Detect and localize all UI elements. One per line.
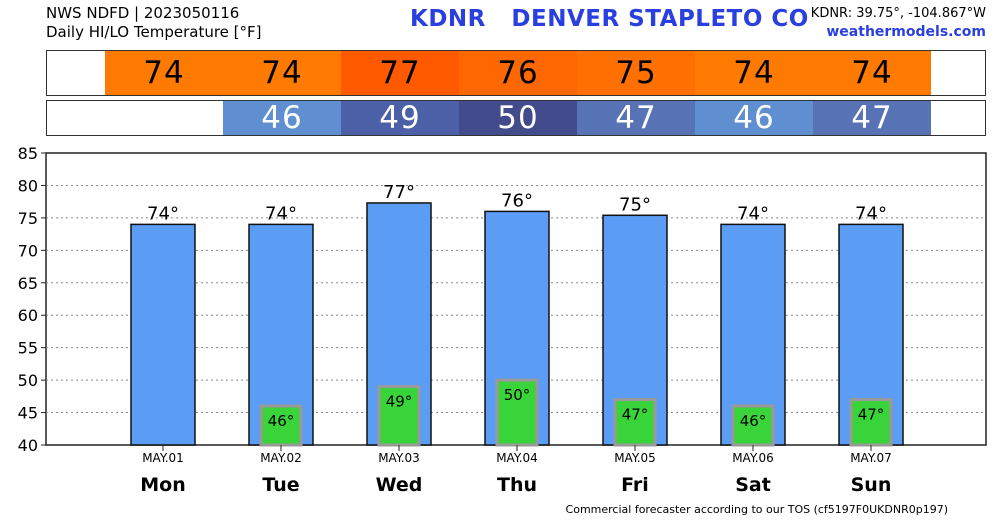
low-temp-strip: 46 49 50 47 46 47: [46, 100, 986, 136]
low-temp-cell: 46: [223, 100, 341, 136]
y-tick-label: 40: [18, 436, 38, 455]
day-label: Sat: [735, 474, 771, 496]
date-label: MAY.06: [732, 451, 774, 465]
y-tick-label: 80: [18, 176, 38, 195]
site-link[interactable]: weathermodels.com: [826, 24, 986, 40]
variable-label: Daily HI/LO Temperature [°F]: [46, 23, 262, 41]
low-temp-cell: 50: [459, 100, 577, 136]
date-label: MAY.04: [496, 451, 538, 465]
high-temp-label: 76°: [501, 190, 533, 211]
low-temp-bar: [731, 404, 775, 447]
low-temp-label: 46°: [740, 412, 767, 430]
station-coords: KDNR: 39.75°, -104.867°W: [810, 6, 986, 21]
y-tick-label: 70: [18, 241, 38, 260]
high-temp-cell: 74: [105, 51, 223, 95]
low-temp-cell: 47: [813, 100, 931, 136]
strip-padding: [47, 51, 105, 95]
high-temp-label: 77°: [383, 182, 415, 203]
date-label: MAY.03: [378, 451, 420, 465]
date-label: MAY.01: [142, 451, 184, 465]
strip-padding: [47, 101, 223, 135]
high-temp-cell: 74: [695, 51, 813, 95]
high-temp-label: 75°: [619, 194, 651, 215]
high-temp-cell: 75: [577, 51, 695, 95]
day-label: Fri: [621, 474, 649, 496]
high-temp-bar: [130, 223, 196, 446]
low-temp-cell: 49: [341, 100, 459, 136]
y-tick-label: 50: [18, 371, 38, 390]
y-tick-label: 85: [18, 144, 38, 163]
low-temp-bar: [495, 378, 539, 447]
high-temp-cell: 74: [223, 51, 341, 95]
header-right: KDNR: 39.75°, -104.867°W weathermodels.c…: [811, 4, 986, 42]
y-tick-label: 65: [18, 274, 38, 293]
y-tick-label: 60: [18, 306, 38, 325]
day-label: Thu: [497, 474, 537, 496]
high-temp-label: 74°: [147, 203, 179, 224]
day-label: Mon: [140, 474, 186, 496]
low-temp-cell: 47: [577, 100, 695, 136]
low-temp-label: 46°: [268, 412, 295, 430]
date-label: MAY.07: [850, 451, 892, 465]
y-tick-label: 45: [18, 404, 38, 423]
footer-note: Commercial forecaster according to our T…: [565, 503, 948, 516]
y-tick-label: 55: [18, 339, 38, 358]
low-temp-bar: [259, 404, 303, 447]
high-temp-label: 74°: [855, 203, 887, 224]
day-label: Sun: [851, 474, 892, 496]
date-label: MAY.02: [260, 451, 302, 465]
low-temp-bar: [849, 398, 893, 447]
low-temp-label: 47°: [622, 406, 649, 424]
run-label: NWS NDFD | 2023050116: [46, 4, 240, 22]
high-temp-cell: 76: [459, 51, 577, 95]
strip-padding: [931, 51, 985, 95]
day-label: Tue: [262, 474, 299, 496]
day-label: Wed: [376, 474, 423, 496]
y-tick-label: 75: [18, 209, 38, 228]
station-title: KDNR DENVER STAPLETO CO: [410, 6, 809, 32]
low-temp-label: 47°: [858, 406, 885, 424]
high-temp-strip: 74 74 77 76 75 74 74: [46, 50, 986, 96]
high-temp-cell: 74: [813, 51, 931, 95]
low-temp-label: 50°: [504, 386, 531, 404]
header-info: NWS NDFD | 2023050116 Daily HI/LO Temper…: [46, 4, 262, 42]
date-label: MAY.05: [614, 451, 656, 465]
high-temp-cell: 77: [341, 51, 459, 95]
strip-padding: [931, 101, 985, 135]
low-temp-label: 49°: [386, 393, 413, 411]
high-temp-label: 74°: [265, 203, 297, 224]
low-temp-cell: 46: [695, 100, 813, 136]
low-temp-bar: [377, 385, 421, 447]
high-temp-label: 74°: [737, 203, 769, 224]
